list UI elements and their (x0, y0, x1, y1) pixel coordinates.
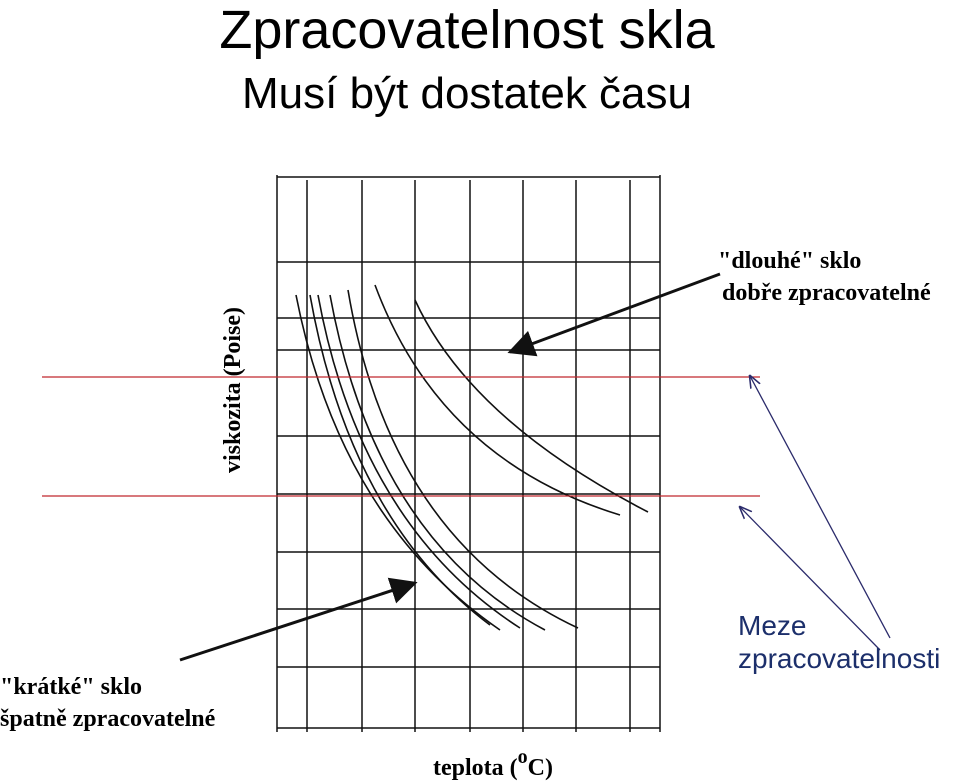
slide-title: Zpracovatelnost skla (219, 0, 715, 60)
annotation-long-line1: "dlouhé" sklo (718, 248, 861, 274)
annotation-limits-line1: Meze (738, 610, 806, 641)
annotation-long-line2: dobře zpracovatelné (722, 280, 931, 306)
arrows (179, 272, 891, 662)
x-axis-label-degree: o (518, 746, 528, 768)
chart-grid (276, 175, 661, 732)
annotation-limits-line2: zpracovatelnosti (738, 643, 940, 674)
x-axis-label-text: teplota ( (433, 755, 518, 781)
annotation-short-line2: špatně zpracovatelné (0, 706, 216, 732)
annotation-short-line1: "krátké" sklo (0, 674, 142, 700)
slide-subtitle: Musí být dostatek času (242, 69, 692, 118)
y-axis-label: viskozita (Poise) (220, 307, 246, 473)
x-axis-label-unit: C) (528, 755, 553, 781)
x-axis-label: teplota (oC) (433, 746, 553, 781)
viscosity-curves (295, 284, 649, 631)
limit-lines (42, 376, 760, 497)
